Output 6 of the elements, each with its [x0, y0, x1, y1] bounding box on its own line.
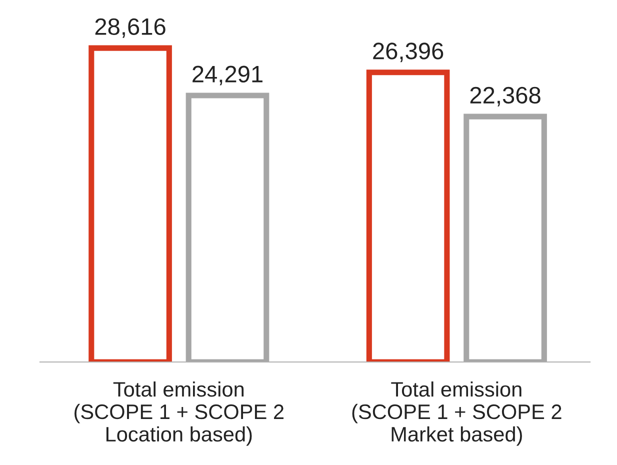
- data-label: 22,368: [470, 86, 540, 106]
- x-tick-label: Total emission (SCOPE 1 + SCOPE 2 Market based): [352, 381, 562, 446]
- x-tick-label: Total emission (SCOPE 1 + SCOPE 2 Location based): [74, 381, 284, 446]
- data-label: 24,291: [192, 66, 262, 86]
- data-label: 28,616: [95, 18, 166, 38]
- data-label: 26,396: [373, 42, 444, 62]
